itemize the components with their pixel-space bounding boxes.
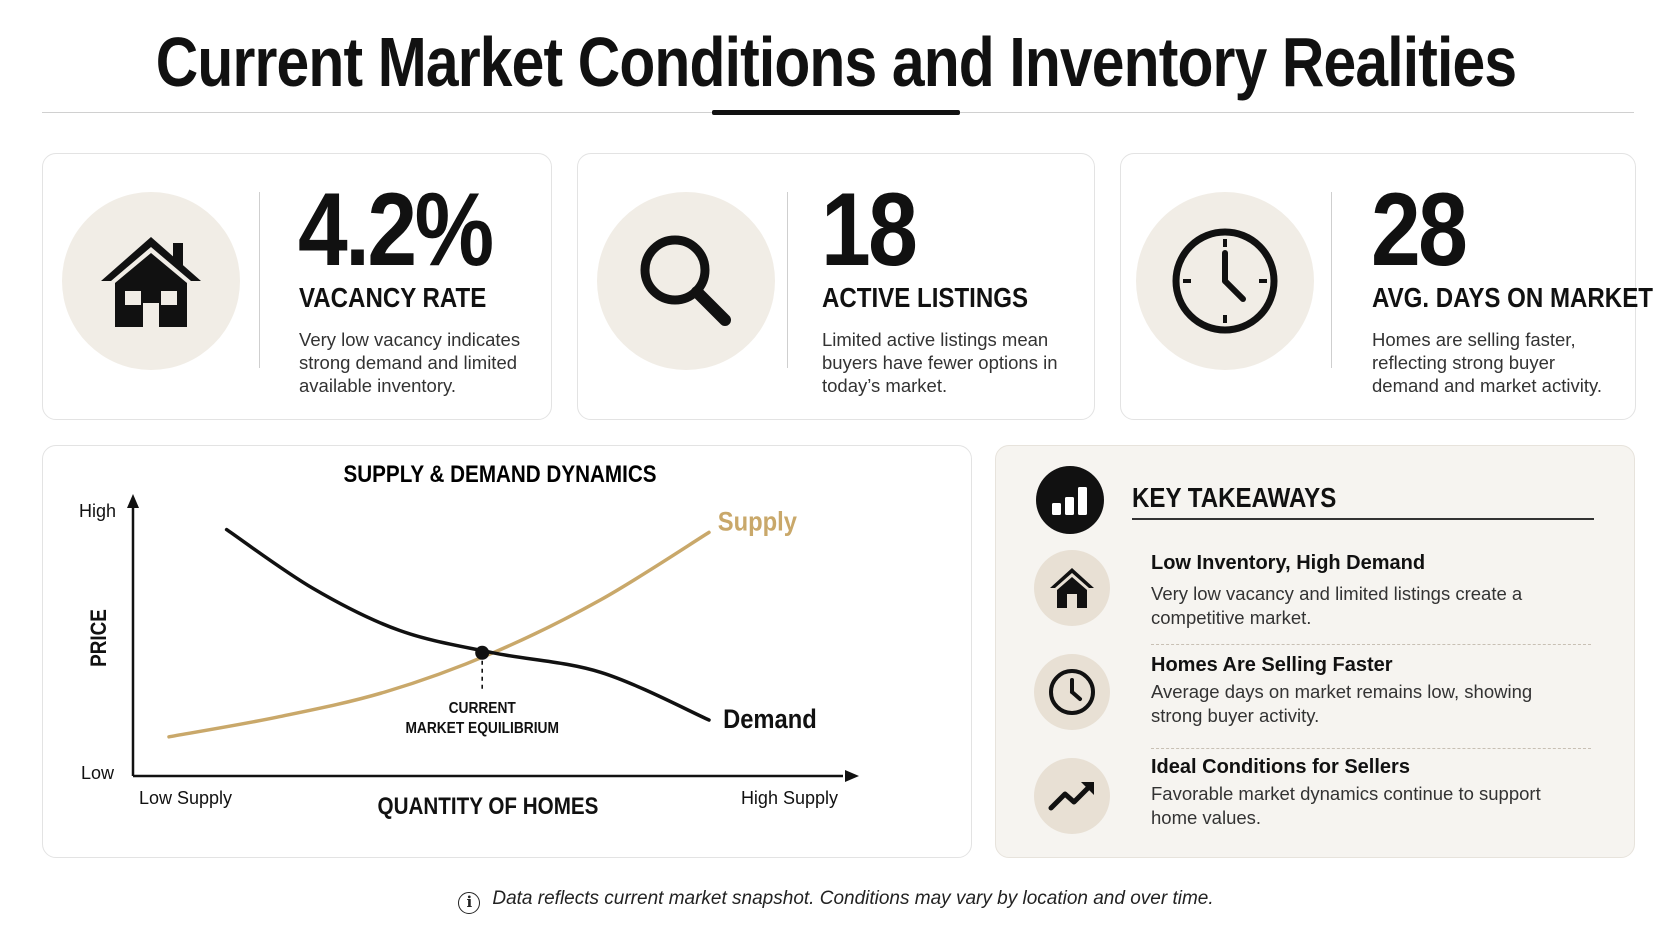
stat-label: VACANCY RATE — [299, 282, 487, 313]
footer-note: i Data reflects current market snapshot. … — [0, 888, 1672, 914]
takeaways-title: KEY TAKEAWAYS — [1132, 482, 1337, 513]
stat-description: Homes are selling faster, reflecting str… — [1372, 329, 1602, 396]
stat-label: ACTIVE LISTINGS — [822, 282, 1029, 313]
y-axis-arrow — [127, 494, 139, 508]
footer-text: Data reflects current market snapshot. C… — [492, 888, 1214, 909]
stat-value: 28 — [1371, 172, 1468, 288]
chart-title: SUPPLY & DEMAND DYNAMICS — [344, 461, 657, 488]
bar-chart-icon — [1036, 466, 1104, 534]
info-icon: i — [458, 892, 481, 914]
y-tick-label: High — [79, 501, 116, 521]
x-tick-label: High Supply — [741, 788, 838, 808]
stat-value: 18 — [821, 172, 918, 288]
x-axis-arrow — [845, 770, 859, 782]
stat-description: Limited active listings mean buyers have… — [822, 329, 1058, 396]
house-icon — [1034, 550, 1110, 626]
house-icon — [62, 192, 240, 370]
takeaway-heading: Ideal Conditions for Sellers — [1151, 756, 1410, 778]
title-accent — [712, 110, 960, 115]
supply-demand-chart: SUPPLY & DEMAND DYNAMICS High Low Low Supp… — [79, 461, 859, 820]
series-line-supply — [167, 530, 711, 739]
stat-value: 4.2% — [298, 172, 494, 288]
page-title: Current Market Conditions and Inventory … — [155, 23, 1517, 101]
stat-card-listings: 18 ACTIVE LISTINGS Limited active listin… — [577, 153, 1095, 420]
series-label: Supply — [718, 507, 797, 537]
magnifier-icon — [597, 192, 775, 370]
takeaway-heading: Homes Are Selling Faster — [1151, 654, 1393, 676]
takeaway-item: Ideal Conditions for Sellers Favorable m… — [996, 754, 1636, 854]
trend-up-icon — [1034, 758, 1110, 834]
y-tick-label: Low — [81, 763, 115, 783]
stat-description: Very low vacancy indicates strong demand… — [299, 329, 521, 396]
equilibrium-point — [475, 645, 490, 660]
takeaway-item: Low Inventory, High Demand Very low vaca… — [996, 546, 1636, 646]
y-axis-label: PRICE — [87, 609, 112, 667]
stat-card-vacancy: 4.2% VACANCY RATE Very low vacancy indic… — [42, 153, 552, 420]
key-takeaways-panel: KEY TAKEAWAYS Low Inventory, High Demand… — [995, 445, 1635, 858]
clock-icon — [1136, 192, 1314, 370]
supply-demand-chart-panel: SUPPLY & DEMAND DYNAMICS High Low Low Supp… — [42, 445, 972, 858]
x-tick-label: Low Supply — [139, 788, 232, 808]
series-label: Demand — [723, 705, 817, 735]
takeaway-item: Homes Are Selling Faster Average days on… — [996, 650, 1636, 750]
series-line-demand — [224, 527, 711, 722]
takeaway-heading: Low Inventory, High Demand — [1151, 552, 1426, 574]
takeaway-description: Average days on market remains low, show… — [1151, 681, 1533, 726]
takeaway-description: Very low vacancy and limited listings cr… — [1151, 583, 1523, 628]
stat-card-days: 28 AVG. DAYS ON MARKET Homes are selling… — [1120, 153, 1653, 420]
stat-label: AVG. DAYS ON MARKET — [1372, 282, 1653, 313]
equilibrium-label: MARKET EQUILIBRIUM — [405, 719, 558, 737]
x-axis-label: QUANTITY OF HOMES — [378, 793, 599, 820]
takeaway-description: Favorable market dynamics continue to su… — [1151, 783, 1541, 828]
equilibrium-label: CURRENT — [449, 699, 516, 717]
clock-icon — [1034, 654, 1110, 730]
